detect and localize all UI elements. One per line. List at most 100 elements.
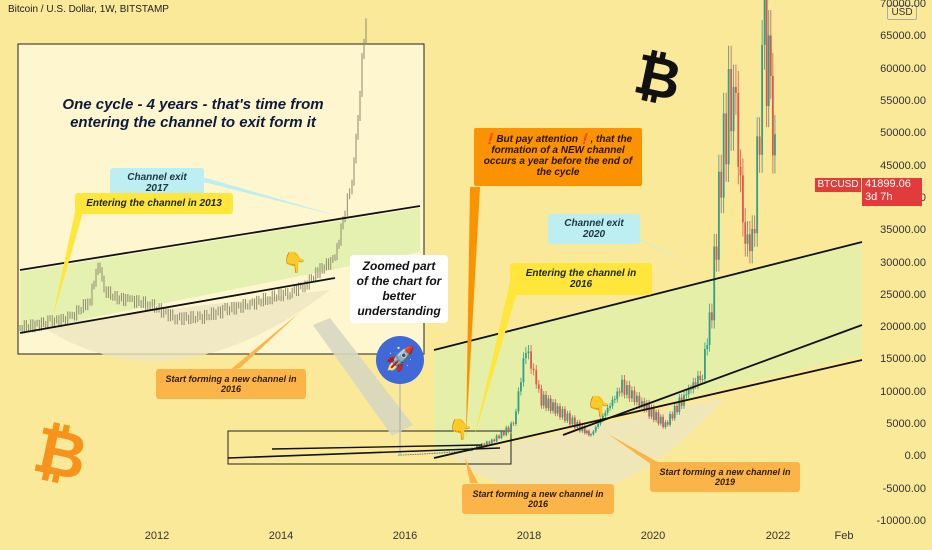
candle-body (515, 411, 517, 425)
y-tick-label: 55000.00 (880, 94, 926, 107)
candle-body (397, 454, 400, 456)
candle-body (549, 398, 552, 411)
candle-body (659, 416, 662, 424)
candle-body (638, 395, 641, 406)
cycle-note: One cycle - 4 years - that's time from e… (62, 96, 324, 131)
candle-body (699, 375, 702, 380)
candle-body (409, 454, 412, 456)
label-channel-exit-2020: Channel exit 2020 (548, 214, 640, 244)
candle-body (631, 390, 633, 399)
candle-body (708, 312, 711, 346)
candle-body (428, 453, 431, 454)
label-attention: ❗But pay attention❗, that the formation … (474, 128, 642, 186)
candle-body (655, 412, 657, 421)
inset-channel-top (19, 205, 421, 271)
candle-body (694, 382, 697, 385)
candle-body (609, 405, 611, 408)
candle-body (535, 370, 538, 385)
last-price-countdown: 3d 7h (865, 191, 893, 203)
candle-body (522, 358, 525, 383)
candle-body (662, 416, 664, 428)
candle-body (532, 368, 535, 371)
candle-body (744, 222, 747, 244)
candle-body (502, 431, 505, 436)
candle-body (412, 454, 415, 456)
candle-body (756, 136, 759, 234)
last-price-tag: 41899.06 3d 7h (862, 178, 922, 206)
y-tick-label: 5000.00 (886, 418, 926, 431)
candle-body (488, 441, 491, 444)
candle-body (671, 414, 674, 419)
candle-body (753, 229, 756, 234)
label-zoom-note: Zoomed part of the chart for better unde… (350, 255, 448, 323)
inset-accumulation-arc (40, 290, 330, 362)
candle-body (611, 399, 614, 406)
candle-body (635, 395, 638, 403)
candle-body (507, 427, 510, 432)
candle-body (554, 402, 557, 414)
label-entering-2016: Entering the channel in 2016 (510, 263, 652, 295)
main-channel-bottom (433, 359, 863, 459)
candle-body (697, 375, 699, 385)
zoom-box-channel-line-2 (271, 444, 483, 450)
candle-body (419, 453, 422, 455)
candle-body (725, 113, 728, 165)
candle-body (414, 453, 417, 455)
candle-body (648, 403, 651, 417)
candle-body (545, 394, 547, 409)
candle-body (433, 452, 436, 454)
candle-body (578, 421, 581, 432)
candle-body (664, 422, 667, 428)
main-channel-top (433, 241, 863, 351)
y-tick-label: -10000.00 (876, 515, 926, 527)
x-tick-label: 2012 (144, 530, 170, 542)
bitcoin-logo-black-icon: ₿ (629, 41, 687, 114)
candle-body (735, 86, 737, 93)
candle-body (613, 399, 616, 401)
candle-body (416, 453, 419, 455)
x-tick-label: 2018 (516, 530, 542, 542)
candle-body (765, 0, 768, 107)
candle-body (633, 390, 636, 403)
y-tick-label: 10000.00 (880, 385, 926, 398)
svg-text:₿: ₿ (27, 413, 93, 496)
pointing-hand-icon: 👇 (282, 252, 307, 274)
candle-body (530, 351, 532, 369)
candle-body (573, 417, 576, 428)
candle-body (652, 407, 655, 421)
candle-body (732, 86, 735, 132)
candle-body (478, 445, 481, 448)
candle-body (628, 385, 631, 399)
candle-body (715, 246, 718, 260)
candle-body (490, 439, 493, 444)
candle-body (520, 382, 522, 392)
candle-body (590, 434, 592, 436)
candle-body (592, 431, 595, 435)
candle-body (485, 441, 488, 446)
candle-body (537, 384, 540, 389)
candle-body (666, 422, 669, 425)
candle-body (556, 406, 559, 414)
candle-body (650, 407, 653, 417)
currency-badge[interactable]: USD (887, 5, 917, 20)
candle-body (402, 454, 405, 456)
candle-body (769, 35, 772, 76)
candle-body (606, 407, 609, 413)
candle-body (407, 454, 410, 456)
candle-body (588, 430, 590, 436)
candle-body (746, 234, 749, 244)
candle-body (483, 443, 486, 446)
y-tick-label: 35000.00 (880, 224, 926, 237)
candle-body (594, 426, 597, 432)
candle-body (448, 451, 451, 453)
candle-body (424, 453, 426, 455)
candle-body (446, 452, 449, 453)
candle-body (727, 69, 730, 165)
label-start-2019: Start forming a new channel in 2019 (650, 462, 800, 492)
candle-body (748, 234, 751, 252)
candle-body (583, 426, 586, 434)
candle-body (525, 353, 527, 359)
zoom-arrow-grey (313, 318, 413, 436)
candle-body (687, 388, 690, 395)
candle-body (761, 44, 764, 155)
